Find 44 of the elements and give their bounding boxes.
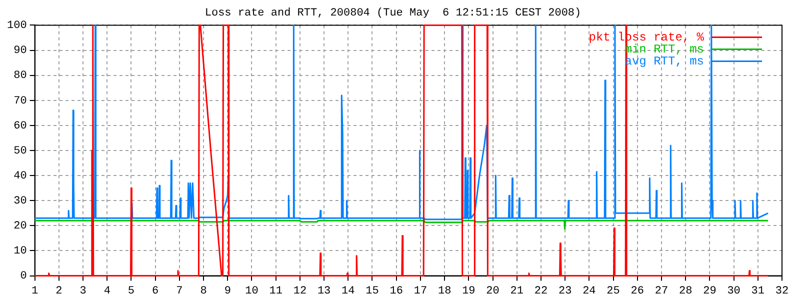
- x-tick-label: 11: [269, 285, 283, 298]
- x-tick-label: 5: [128, 285, 135, 298]
- chart-title: Loss rate and RTT, 200804 (Tue May 6 12:51:15 CEST 2008): [204, 8, 582, 20]
- x-tick-label: 19: [462, 285, 476, 298]
- y-tick-label: 50: [14, 145, 27, 158]
- x-tick-label: 12: [293, 285, 307, 298]
- x-tick-label: 22: [534, 285, 548, 298]
- x-tick-label: 20: [486, 285, 500, 298]
- x-tick-label: 7: [176, 285, 183, 298]
- y-tick-label: 80: [14, 70, 27, 82]
- x-tick-label: 27: [654, 285, 668, 298]
- x-tick-label: 24: [582, 285, 596, 298]
- x-tick-label: 25: [606, 285, 620, 298]
- x-tick-label: 13: [317, 285, 331, 298]
- x-tick-label: 16: [390, 285, 403, 298]
- x-tick-label: 14: [342, 285, 356, 298]
- x-tick-label: 1: [32, 285, 38, 298]
- x-tick-label: 17: [414, 285, 428, 298]
- x-tick-label: 28: [678, 285, 692, 298]
- x-tick-label: 15: [366, 285, 379, 298]
- x-tick-label: 29: [703, 285, 716, 298]
- y-tick-label: 10: [14, 246, 27, 258]
- x-tick-label: 23: [558, 285, 572, 298]
- y-tick-label: 70: [14, 95, 27, 108]
- x-tick-label: 18: [438, 285, 452, 298]
- x-tick-label: 2: [56, 285, 62, 298]
- y-tick-label: 0: [20, 270, 27, 283]
- x-tick-label: 9: [224, 285, 231, 298]
- x-tick-label: 4: [104, 285, 111, 298]
- y-tick-label: 40: [14, 170, 27, 182]
- x-tick-label: 32: [775, 285, 789, 298]
- x-tick-label: 31: [751, 285, 765, 298]
- x-tick-label: 8: [200, 285, 207, 298]
- x-tick-label: 26: [630, 285, 644, 298]
- x-tick-label: 30: [727, 285, 740, 298]
- y-tick-label: 60: [14, 120, 27, 132]
- y-tick-label: 100: [6, 20, 27, 32]
- y-tick-label: 30: [14, 196, 27, 208]
- y-tick-label: 20: [14, 220, 27, 233]
- y-tick-label: 90: [14, 45, 27, 58]
- x-tick-label: 3: [80, 285, 86, 298]
- x-tick-label: 10: [245, 285, 258, 298]
- x-tick-label: 6: [152, 285, 159, 298]
- x-tick-label: 21: [510, 285, 524, 298]
